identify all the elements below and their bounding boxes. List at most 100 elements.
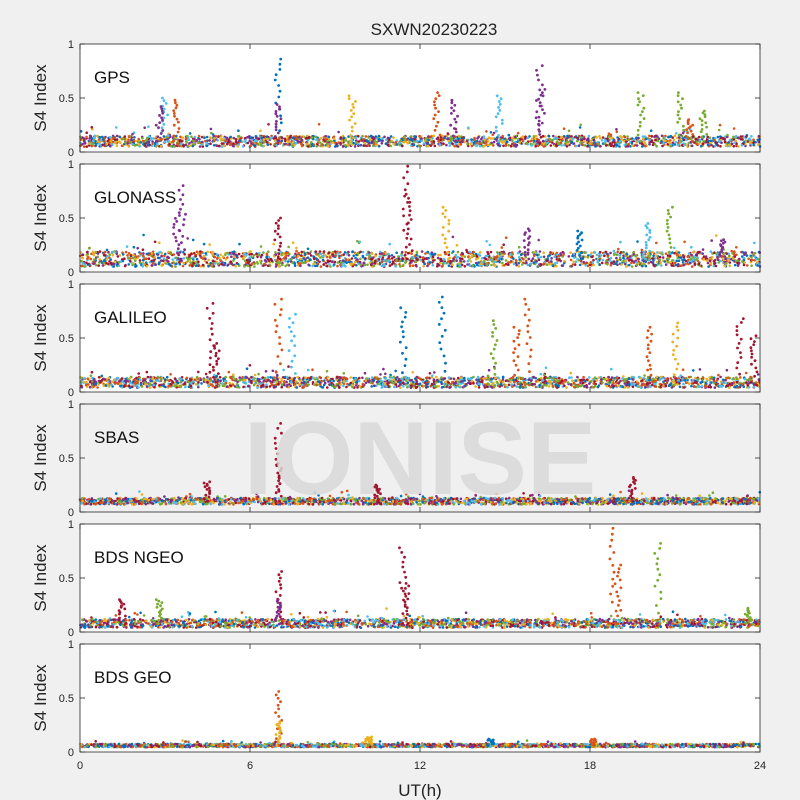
peak-point: [578, 244, 582, 248]
point: [572, 142, 576, 145]
point: [435, 137, 439, 141]
point: [145, 264, 149, 268]
point: [660, 264, 663, 267]
point: [108, 136, 112, 139]
point: [672, 138, 676, 142]
peak-point: [402, 214, 405, 218]
point: [221, 255, 225, 258]
peak-point: [667, 212, 670, 216]
point: [653, 142, 657, 146]
point: [147, 125, 150, 128]
peak-point: [402, 228, 406, 232]
point: [562, 135, 566, 138]
point: [566, 136, 569, 140]
point: [660, 140, 663, 143]
peak-point: [671, 205, 674, 209]
point: [529, 262, 533, 265]
point: [142, 143, 145, 146]
peak-point: [172, 226, 176, 229]
peak-point: [279, 117, 283, 121]
point: [474, 385, 477, 388]
point: [375, 143, 379, 147]
point: [451, 263, 454, 267]
point: [682, 138, 686, 142]
point: [598, 250, 602, 254]
point: [350, 143, 354, 147]
point: [541, 121, 544, 125]
peak-point: [641, 253, 645, 256]
point: [85, 135, 88, 139]
point: [381, 137, 384, 140]
point: [709, 139, 713, 143]
peak-point: [435, 124, 438, 128]
point: [197, 141, 200, 144]
point: [365, 139, 369, 142]
point: [485, 130, 488, 133]
point: [359, 143, 363, 147]
point: [470, 140, 474, 143]
point: [317, 123, 321, 126]
peak-point: [537, 78, 540, 82]
point: [536, 144, 540, 148]
point: [586, 255, 590, 259]
point: [545, 263, 549, 267]
peak-point: [576, 229, 580, 233]
point: [118, 135, 122, 139]
peak-point: [636, 103, 640, 107]
peak-point: [274, 110, 278, 113]
peak-point: [453, 127, 456, 130]
point: [722, 252, 725, 256]
point: [681, 131, 685, 135]
point: [714, 234, 718, 237]
peak-point: [689, 129, 693, 133]
point: [489, 131, 493, 134]
peak-point: [677, 133, 681, 137]
point: [339, 251, 342, 254]
point: [475, 263, 479, 267]
point: [707, 139, 710, 143]
point: [212, 139, 216, 143]
point: [579, 141, 582, 144]
point: [262, 138, 266, 141]
point: [310, 141, 313, 144]
peak-point: [666, 226, 670, 229]
point: [714, 264, 718, 268]
point: [192, 261, 195, 265]
point: [419, 144, 422, 148]
point: [521, 139, 525, 142]
point: [144, 257, 148, 261]
peak-point: [408, 205, 411, 208]
peak-point: [496, 112, 500, 115]
peak-point: [636, 128, 640, 132]
point: [736, 264, 740, 267]
point: [127, 138, 130, 142]
peak-point: [174, 217, 177, 220]
point: [209, 142, 212, 145]
point: [228, 251, 232, 255]
point: [259, 245, 263, 248]
peak-point: [528, 235, 532, 238]
point: [705, 259, 709, 262]
point: [388, 242, 392, 246]
point: [349, 263, 353, 267]
point: [122, 137, 125, 141]
point: [105, 248, 109, 252]
point: [454, 386, 458, 389]
point: [321, 143, 325, 147]
point: [415, 140, 418, 143]
point: [406, 137, 410, 140]
point: [572, 260, 575, 264]
point: [595, 253, 599, 257]
point: [458, 263, 462, 267]
point: [615, 253, 619, 256]
point: [565, 386, 568, 389]
point: [533, 137, 537, 140]
point: [737, 136, 740, 139]
point: [163, 252, 167, 256]
point: [377, 137, 381, 141]
point: [695, 252, 699, 256]
point: [141, 137, 144, 140]
point: [744, 251, 747, 254]
peak-point: [279, 114, 282, 118]
